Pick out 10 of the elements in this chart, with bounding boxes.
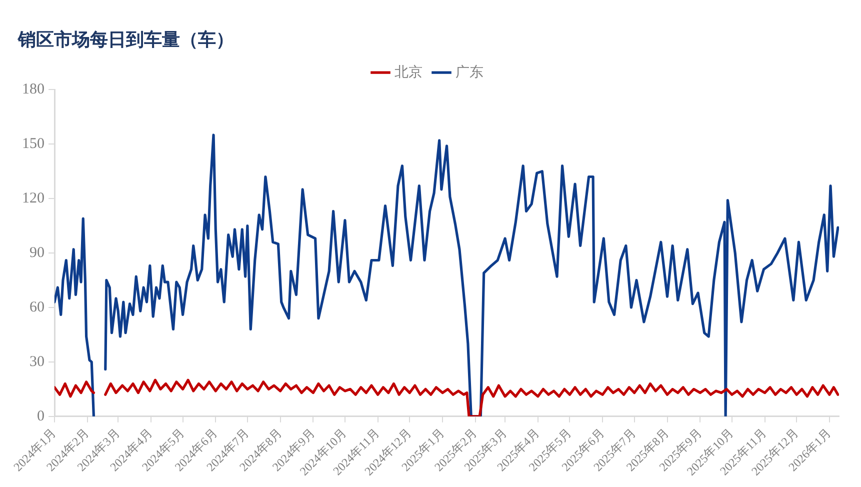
y-tick-label: 180 bbox=[22, 82, 44, 98]
y-tick-label: 0 bbox=[37, 408, 44, 424]
y-tick-label: 90 bbox=[30, 244, 44, 261]
y-tick-label: 30 bbox=[30, 354, 44, 370]
legend-label: 北京 bbox=[394, 64, 422, 80]
legend-label: 广东 bbox=[456, 64, 484, 80]
chart-title: 销区市场每日到车量（车） bbox=[17, 29, 234, 50]
y-tick-label: 120 bbox=[22, 190, 44, 206]
y-tick-label: 60 bbox=[30, 299, 44, 316]
y-tick-label: 150 bbox=[22, 136, 44, 152]
